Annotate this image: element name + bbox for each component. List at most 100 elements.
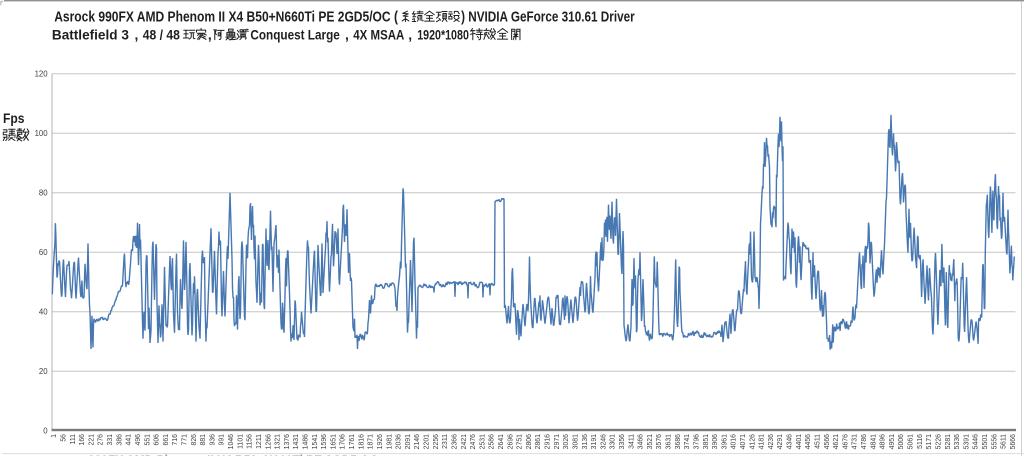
svg-text:4566: 4566	[824, 434, 831, 449]
svg-text:4181: 4181	[759, 434, 766, 449]
svg-text:4896: 4896	[880, 434, 887, 449]
svg-text:1376: 1376	[284, 434, 291, 449]
svg-text:4346: 4346	[787, 434, 794, 449]
svg-text:4786: 4786	[861, 434, 868, 449]
svg-text:48 / 48: 48 / 48	[143, 28, 180, 43]
svg-text:1706: 1706	[340, 434, 347, 449]
svg-text:5171: 5171	[926, 434, 933, 449]
svg-text:,: ,	[135, 28, 139, 43]
svg-text:221: 221	[88, 434, 95, 446]
svg-text:1046: 1046	[228, 434, 235, 449]
svg-text:606: 606	[154, 434, 161, 446]
svg-text:2861: 2861	[535, 434, 542, 449]
svg-text:3026: 3026	[563, 434, 570, 449]
svg-text:2311: 2311	[442, 434, 449, 449]
svg-text:2036: 2036	[396, 434, 403, 449]
svg-text:4841: 4841	[870, 434, 877, 449]
svg-text:1321: 1321	[275, 434, 282, 449]
svg-text:4126: 4126	[749, 434, 756, 449]
svg-text:3576: 3576	[656, 434, 663, 449]
svg-text:120: 120	[35, 70, 49, 79]
svg-text:3301: 3301	[610, 434, 617, 449]
svg-text:1541: 1541	[312, 434, 319, 449]
svg-text:441: 441	[126, 434, 133, 446]
svg-text:4071: 4071	[740, 434, 747, 449]
svg-text:2476: 2476	[470, 434, 477, 449]
svg-text:4456: 4456	[805, 434, 812, 449]
svg-text:5061: 5061	[908, 434, 915, 449]
svg-text:936: 936	[209, 434, 216, 446]
svg-text:2971: 2971	[554, 434, 561, 449]
svg-text:Battlefield 3: Battlefield 3	[52, 28, 129, 43]
svg-text:5446: 5446	[973, 434, 980, 449]
svg-text:2696: 2696	[507, 434, 514, 449]
svg-text:5556: 5556	[991, 434, 998, 449]
svg-text:1596: 1596	[321, 434, 328, 449]
svg-text:3631: 3631	[666, 434, 673, 449]
svg-text:2806: 2806	[526, 434, 533, 449]
svg-text:661: 661	[163, 434, 170, 446]
svg-text:166: 166	[79, 434, 86, 446]
svg-text:4X MSAA: 4X MSAA	[353, 28, 404, 43]
svg-text:4621: 4621	[833, 434, 840, 449]
svg-text:3906: 3906	[712, 434, 719, 449]
svg-text:2641: 2641	[498, 434, 505, 449]
svg-text:5666: 5666	[1010, 434, 1017, 449]
svg-text:5501: 5501	[982, 434, 989, 449]
svg-text:4016: 4016	[731, 434, 738, 449]
svg-text:2531: 2531	[479, 434, 486, 449]
svg-text:3356: 3356	[619, 434, 626, 449]
svg-text:3961: 3961	[721, 434, 728, 449]
svg-text:1211: 1211	[256, 434, 263, 449]
svg-text:3851: 3851	[703, 434, 710, 449]
svg-text:551: 551	[144, 434, 151, 446]
svg-text:,: ,	[345, 28, 349, 43]
svg-text:2091: 2091	[405, 434, 412, 449]
svg-text:3246: 3246	[600, 434, 607, 449]
svg-text:2366: 2366	[451, 434, 458, 449]
svg-text:2201: 2201	[424, 434, 431, 449]
svg-text:2586: 2586	[489, 434, 496, 449]
svg-text:60: 60	[39, 248, 48, 257]
svg-text:386: 386	[116, 434, 123, 446]
svg-text:4731: 4731	[852, 434, 859, 449]
svg-text:Asrock 990FX AMD Phenom II X4: Asrock 990FX AMD Phenom II X4 B50+N660Ti…	[54, 10, 398, 26]
svg-text:4401: 4401	[796, 434, 803, 449]
svg-text:771: 771	[182, 434, 189, 446]
svg-text:111: 111	[70, 434, 77, 445]
svg-text:276: 276	[98, 434, 105, 446]
svg-text:1651: 1651	[330, 434, 337, 449]
svg-text:2751: 2751	[517, 434, 524, 449]
svg-text:1981: 1981	[386, 434, 393, 449]
svg-text:3686: 3686	[675, 434, 682, 449]
svg-text:990FX AMD Phenom II X4 B50+N66: 990FX AMD Phenom II X4 B50+N660Ti PE 2GD…	[88, 454, 378, 456]
svg-text:4291: 4291	[777, 434, 784, 449]
svg-text:1486: 1486	[303, 434, 310, 449]
svg-text:0: 0	[43, 427, 48, 436]
svg-text:1920*1080: 1920*1080	[417, 28, 469, 43]
svg-text:5226: 5226	[936, 434, 943, 449]
svg-text:3191: 3191	[591, 434, 598, 449]
svg-text:2146: 2146	[414, 434, 421, 449]
svg-text:5611: 5611	[1001, 434, 1008, 449]
svg-text:40: 40	[39, 308, 48, 317]
svg-text:1156: 1156	[247, 434, 254, 449]
svg-text:20: 20	[39, 367, 48, 376]
svg-text:3081: 3081	[572, 434, 579, 449]
svg-text:716: 716	[172, 434, 179, 446]
svg-text:4676: 4676	[842, 434, 849, 449]
svg-text:) NVIDIA GeForce 310.61 Driver: ) NVIDIA GeForce 310.61 Driver	[461, 10, 635, 26]
svg-text:1101: 1101	[237, 434, 244, 449]
svg-text:3466: 3466	[638, 434, 645, 449]
svg-text:4236: 4236	[768, 434, 775, 449]
svg-text:56: 56	[61, 434, 68, 442]
svg-text:991: 991	[219, 434, 226, 446]
svg-text:881: 881	[200, 434, 207, 446]
svg-text:Conquest Large: Conquest Large	[250, 28, 340, 43]
svg-text:3521: 3521	[647, 434, 654, 449]
svg-text:1266: 1266	[265, 434, 272, 449]
svg-text:496: 496	[135, 434, 142, 446]
svg-text:5391: 5391	[963, 434, 970, 449]
svg-text:1871: 1871	[368, 434, 375, 449]
svg-text:1816: 1816	[358, 434, 365, 449]
